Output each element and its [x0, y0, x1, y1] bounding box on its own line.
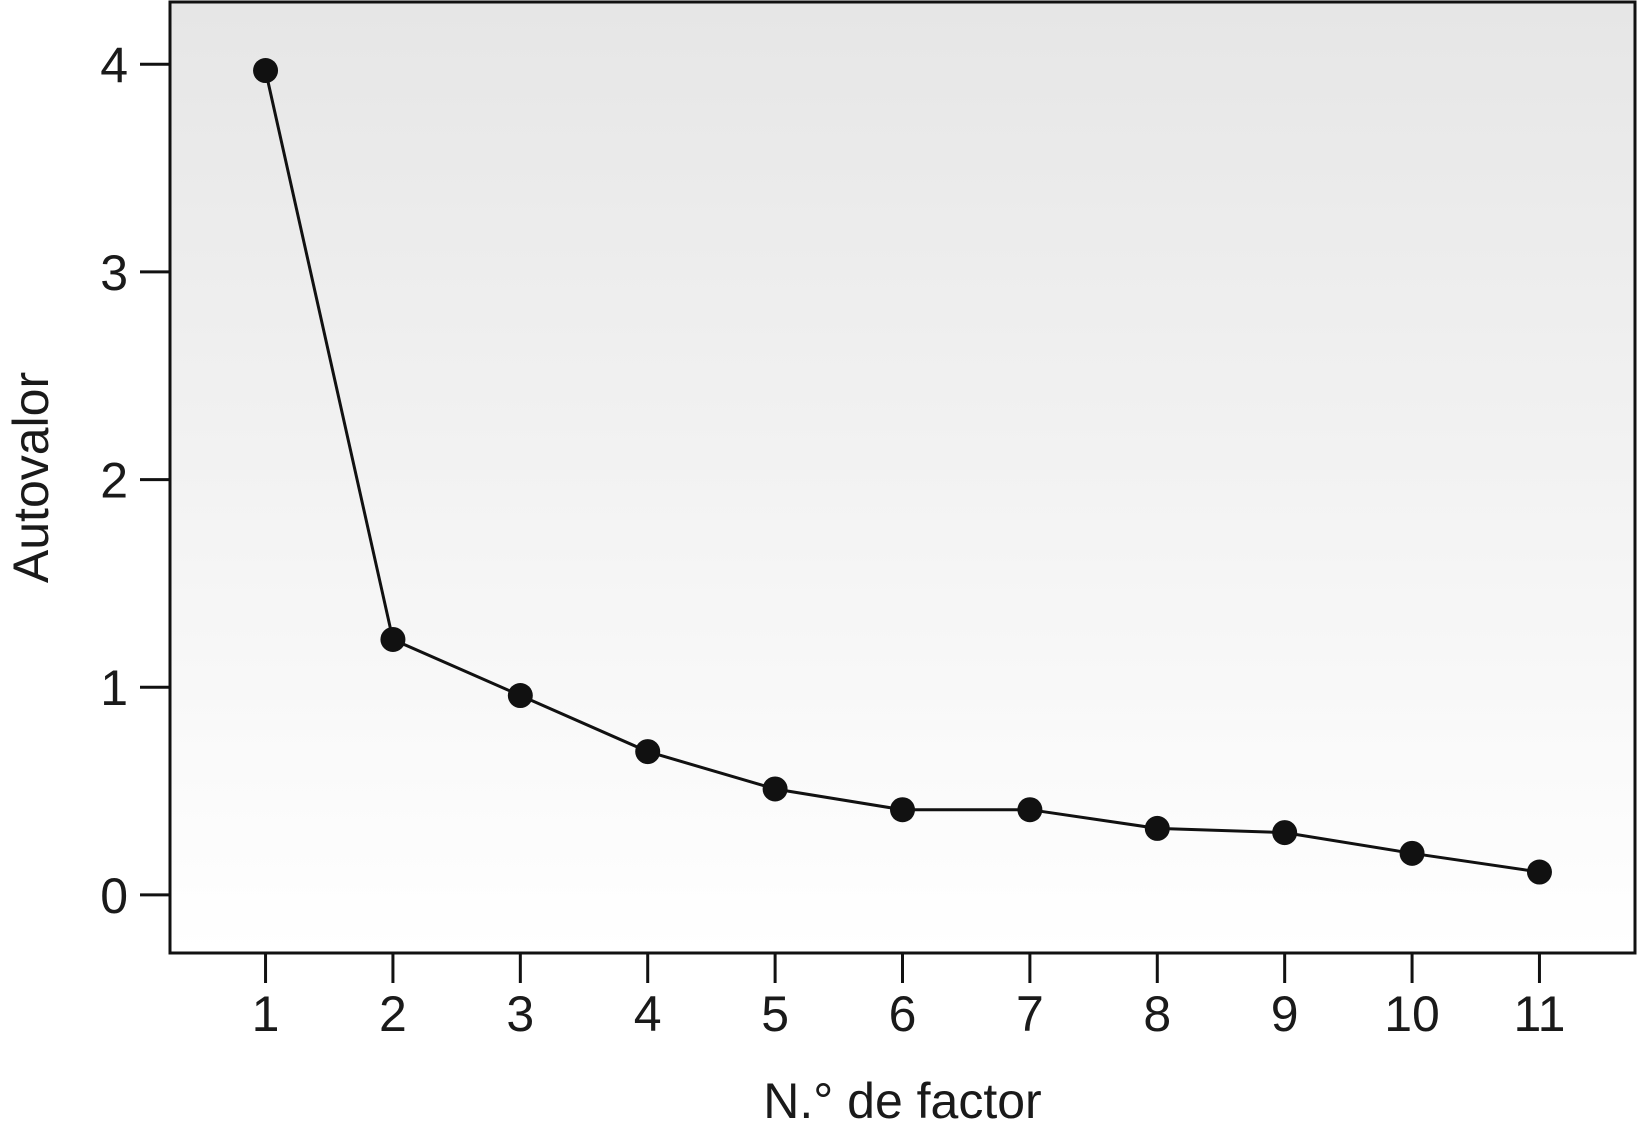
data-point [762, 776, 788, 802]
data-point [1526, 859, 1552, 885]
x-tick-label: 3 [506, 986, 534, 1042]
data-point [253, 58, 279, 84]
data-point [635, 739, 661, 765]
x-tick-label: 5 [761, 986, 789, 1042]
x-tick-label: 11 [1514, 986, 1566, 1042]
data-point [380, 626, 406, 652]
data-point [507, 683, 533, 709]
data-point [1144, 815, 1170, 841]
x-tick-label: 8 [1143, 986, 1171, 1042]
x-tick-label: 10 [1384, 986, 1440, 1042]
y-axis-title: Autovalor [3, 372, 59, 583]
x-tick-label: 7 [1016, 986, 1044, 1042]
eigenvalue-markers [253, 58, 1552, 885]
data-point [1399, 840, 1425, 866]
data-point [890, 797, 915, 823]
x-tick-label: 1 [252, 986, 280, 1042]
x-tick-label: 6 [889, 986, 917, 1042]
y-tick-label: 1 [100, 660, 128, 716]
y-tick-label: 2 [100, 453, 128, 509]
data-point [1017, 797, 1043, 823]
x-tick-label: 9 [1271, 986, 1299, 1042]
plot-area [168, 0, 1637, 955]
y-axis-ticks: 0 1 2 3 4 [100, 37, 170, 924]
x-tick-label: 2 [379, 986, 407, 1042]
x-tick-label: 4 [634, 986, 662, 1042]
x-axis-ticks: 1 2 3 4 5 6 7 8 9 10 11 [252, 953, 1566, 1042]
y-tick-label: 3 [100, 245, 128, 301]
x-axis-title: N.° de factor [763, 1073, 1041, 1129]
y-tick-label: 0 [100, 868, 128, 924]
y-tick-label: 4 [100, 37, 128, 93]
data-point [1272, 820, 1298, 846]
